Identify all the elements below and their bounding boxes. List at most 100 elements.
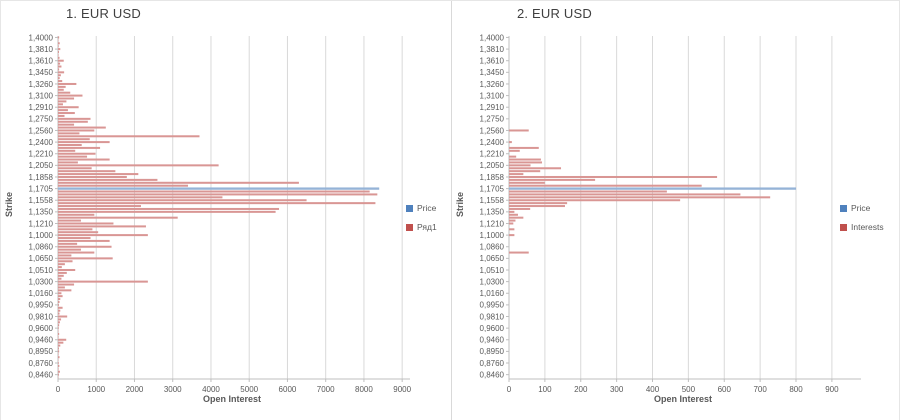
open-interest-bar [58, 94, 83, 97]
y-tick-label: 1,1210 [480, 219, 505, 228]
x-tick-label: 4000 [202, 385, 220, 394]
open-interest-bar [58, 303, 59, 306]
open-interest-bar [58, 277, 62, 280]
open-interest-bar [58, 181, 299, 184]
open-interest-bar [509, 164, 531, 167]
y-tick-label: 1,1705 [480, 184, 505, 193]
y-tick-label: 0,9810 [480, 312, 505, 321]
open-interest-bar [58, 175, 127, 178]
y-tick-label: 0,9950 [480, 301, 505, 310]
legend-item-series1[interactable]: Ряд1 [406, 221, 437, 233]
open-interest-bar [58, 300, 60, 303]
open-interest-bar [509, 216, 524, 219]
open-interest-bar [58, 248, 81, 251]
open-interest-bar [509, 228, 515, 231]
x-tick-label: 300 [610, 385, 624, 394]
open-interest-bar [58, 309, 61, 312]
chart-2-y-axis-title: Strike [455, 191, 465, 217]
open-interest-bar [509, 190, 667, 193]
y-tick-label: 1,3810 [29, 45, 54, 54]
open-interest-bar [58, 106, 79, 109]
open-interest-bar [509, 149, 520, 152]
x-tick-label: 0 [56, 385, 61, 394]
open-interest-bar [509, 170, 541, 173]
price-series-label: Price [417, 203, 437, 213]
open-interest-bar [58, 56, 60, 59]
y-tick-label: 1,0160 [29, 289, 54, 298]
open-interest-bar [58, 292, 62, 295]
y-tick-label: 1,3260 [29, 80, 54, 89]
open-interest-bar [509, 234, 515, 237]
y-tick-label: 1,3100 [29, 91, 54, 100]
open-interest-bar [58, 266, 62, 269]
y-tick-label: 0,8950 [29, 347, 54, 356]
open-interest-bar [509, 219, 516, 222]
open-interest-bar [58, 245, 112, 248]
open-interest-bar [509, 196, 771, 199]
chart-panel-2[interactable]: 2. EUR USD 0 100 200 300 400 500 600 700 800 900 1… [451, 1, 899, 420]
y-tick-label: 1,2560 [29, 126, 54, 135]
open-interest-bar [58, 373, 59, 376]
open-interest-bar [58, 242, 78, 245]
open-interest-bar [58, 237, 91, 240]
open-interest-bar [58, 367, 59, 370]
open-interest-bar [58, 335, 59, 338]
y-tick-label: 0,8460 [29, 370, 54, 379]
y-tick-label: 0,8460 [480, 370, 505, 379]
open-interest-bar [509, 146, 539, 149]
y-tick-label: 0,8760 [480, 359, 505, 368]
open-interest-bar [58, 271, 67, 274]
open-interest-bar [58, 123, 75, 126]
y-tick-label: 1,3450 [480, 68, 505, 77]
y-tick-label: 1,1705 [29, 184, 54, 193]
open-interest-bar [58, 344, 61, 347]
open-interest-bar [58, 85, 66, 88]
open-interest-bar [509, 210, 515, 213]
open-interest-bar [58, 353, 59, 356]
y-tick-label: 1,0300 [29, 277, 54, 286]
price-series-swatch-icon [406, 204, 413, 212]
y-tick-label: 1,3450 [29, 68, 54, 77]
open-interest-bar [58, 295, 63, 298]
open-interest-bar [58, 88, 64, 91]
open-interest-bar [509, 161, 543, 164]
chart-2-legend: Price Interests [840, 202, 884, 240]
legend-item-price[interactable]: Price [406, 202, 437, 214]
open-interest-bar [58, 216, 178, 219]
open-interest-bar [58, 126, 106, 129]
open-interest-bar [509, 173, 524, 176]
open-interest-bar [509, 207, 531, 210]
open-interest-bar [58, 315, 68, 318]
open-interest-bar [58, 205, 141, 208]
chart-panel-1[interactable]: 1. EUR USD 0 1000 2000 3000 4000 5000 6000 7000… [1, 1, 451, 420]
y-tick-label: 1,0860 [480, 243, 505, 252]
x-tick-label: 700 [753, 385, 767, 394]
open-interest-bar [58, 257, 113, 260]
x-tick-label: 8000 [355, 385, 373, 394]
chart-1-plot-area: 0 1000 2000 3000 4000 5000 6000 7000 8000 9000 1,4… [29, 33, 412, 394]
y-tick-label: 1,1000 [480, 231, 505, 240]
chart-1-title: 1. EUR USD [66, 6, 141, 21]
open-interest-bar [509, 167, 562, 170]
open-interest-bar [58, 298, 61, 301]
y-tick-label: 1,1858 [29, 173, 54, 182]
open-interest-bar [58, 362, 59, 365]
open-interest-bar [58, 283, 75, 286]
legend-item-price[interactable]: Price [840, 202, 884, 214]
open-interest-bar [58, 318, 62, 321]
y-tick-label: 1,2050 [29, 161, 54, 170]
y-tick-label: 1,0300 [480, 277, 505, 286]
y-tick-label: 1,3100 [480, 91, 505, 100]
open-interest-bar [58, 82, 77, 85]
open-interest-bar [58, 196, 223, 199]
chart-1-legend: Price Ряд1 [406, 202, 437, 240]
price-bar [58, 187, 380, 190]
legend-item-interests[interactable]: Interests [840, 221, 884, 233]
open-interest-bar [58, 202, 376, 205]
y-tick-label: 0,9810 [29, 312, 54, 321]
open-interest-bar [58, 135, 200, 138]
open-interest-bar [509, 175, 718, 178]
y-tick-label: 1,0510 [480, 266, 505, 275]
x-tick-label: 500 [682, 385, 696, 394]
